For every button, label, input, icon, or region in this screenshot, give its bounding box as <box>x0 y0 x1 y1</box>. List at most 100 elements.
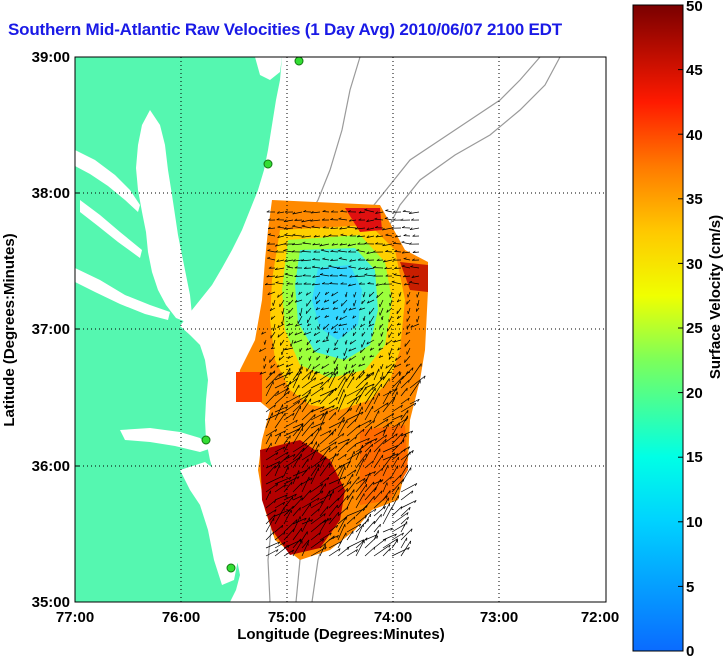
velocity-arrow <box>328 366 338 381</box>
velocity-arrow-head <box>303 447 305 451</box>
velocity-arrow <box>267 250 276 253</box>
velocity-arrow <box>382 243 393 247</box>
velocity-arrow-head <box>391 413 395 417</box>
velocity-arrow <box>409 380 421 397</box>
velocity-arrow <box>373 490 383 501</box>
velocity-arrow-head <box>409 227 413 230</box>
velocity-arrow-head <box>373 521 375 525</box>
velocity-arrow-head <box>374 217 378 220</box>
velocity-arrow-head <box>354 419 357 423</box>
velocity-arrow <box>265 381 274 397</box>
velocity-arrow-head <box>417 399 420 402</box>
velocity-arrow <box>373 429 386 437</box>
velocity-arrow <box>383 259 393 263</box>
velocity-arrow-head <box>401 225 405 229</box>
velocity-arrow-head <box>366 373 369 377</box>
x-tick-label: 73:00 <box>480 609 518 626</box>
velocity-arrow <box>310 513 326 525</box>
velocity-arrow <box>310 500 323 509</box>
colorbar-tick-label: 45 <box>686 62 703 79</box>
velocity-arrow-head <box>311 283 315 286</box>
velocity-arrow <box>283 466 289 477</box>
velocity-arrow <box>361 331 366 337</box>
velocity-arrow <box>345 339 348 345</box>
velocity-arrow-head <box>327 477 330 481</box>
velocity-arrow <box>401 251 411 254</box>
velocity-arrow-head <box>283 542 286 545</box>
velocity-arrow <box>400 451 411 469</box>
velocity-arrow <box>369 315 375 324</box>
velocity-arrow-head <box>276 211 280 214</box>
x-tick-label: 74:00 <box>374 609 412 626</box>
velocity-arrow <box>402 211 411 213</box>
velocity-arrow <box>301 235 312 238</box>
velocity-arrow <box>346 394 361 405</box>
velocity-arrow <box>273 323 276 331</box>
velocity-arrow <box>330 251 339 253</box>
velocity-arrow-head <box>267 242 271 245</box>
x-tick-label: 72:00 <box>581 609 619 626</box>
velocity-arrow-head <box>404 359 406 363</box>
velocity-arrow <box>310 457 326 469</box>
velocity-arrow-head <box>353 516 356 520</box>
velocity-arrow-head <box>278 373 281 377</box>
velocity-arrow <box>282 307 285 315</box>
velocity-arrow-head <box>356 249 360 251</box>
velocity-arrow-head <box>407 516 409 521</box>
velocity-arrow <box>292 497 303 509</box>
velocity-arrow <box>382 503 390 517</box>
velocity-arrow <box>368 307 375 315</box>
velocity-arrow-head <box>319 273 324 275</box>
velocity-arrow <box>364 472 371 485</box>
velocity-arrow-head <box>367 519 369 523</box>
velocity-arrow-head <box>303 282 307 285</box>
velocity-arrow <box>369 355 375 358</box>
velocity-arrow <box>319 432 334 445</box>
velocity-arrow-head <box>283 531 286 535</box>
velocity-arrow <box>310 467 319 485</box>
velocity-arrow <box>364 386 374 397</box>
velocity-arrow-head <box>264 282 268 286</box>
velocity-arrow <box>264 339 267 345</box>
velocity-arrow <box>358 371 366 379</box>
velocity-arrow <box>274 404 284 421</box>
velocity-arrow <box>373 438 387 453</box>
velocity-arrow <box>301 225 312 229</box>
velocity-arrow <box>292 399 307 413</box>
velocity-arrow-head <box>388 544 391 548</box>
velocity-arrow <box>319 410 328 429</box>
velocity-arrow-head <box>380 317 383 321</box>
velocity-arrow <box>294 275 303 277</box>
velocity-arrow-head <box>323 299 327 303</box>
velocity-arrow-head <box>401 251 405 254</box>
velocity-arrow-head <box>406 512 409 516</box>
velocity-arrow-head <box>313 234 317 238</box>
velocity-arrow <box>355 453 367 469</box>
velocity-arrow-head <box>287 323 291 326</box>
velocity-arrow-head <box>411 275 415 278</box>
colorbar-tick-label: 25 <box>686 320 703 337</box>
velocity-arrow-head <box>337 498 340 502</box>
velocity-arrow-head <box>364 273 368 276</box>
velocity-arrow <box>339 243 348 246</box>
velocity-arrow <box>283 412 295 421</box>
velocity-arrow <box>274 507 285 525</box>
velocity-arrow <box>388 347 393 356</box>
velocity-arrow-head <box>318 399 321 403</box>
velocity-arrow-head <box>353 303 355 307</box>
colorbar-tick-label: 40 <box>686 127 703 144</box>
velocity-arrow-head <box>381 227 385 231</box>
velocity-arrow-head <box>303 332 306 336</box>
velocity-arrow-head <box>369 354 373 358</box>
velocity-arrow-head <box>414 402 417 406</box>
velocity-arrow <box>347 226 357 229</box>
velocity-arrow-head <box>344 341 347 345</box>
velocity-arrow <box>355 402 361 413</box>
velocity-arrow <box>280 371 285 376</box>
velocity-arrow <box>391 281 402 285</box>
velocity-arrow <box>319 379 330 389</box>
velocity-arrow-head <box>336 524 339 529</box>
velocity-arrow <box>401 265 411 269</box>
velocity-arrow <box>364 535 379 549</box>
velocity-arrow-head <box>302 241 306 244</box>
